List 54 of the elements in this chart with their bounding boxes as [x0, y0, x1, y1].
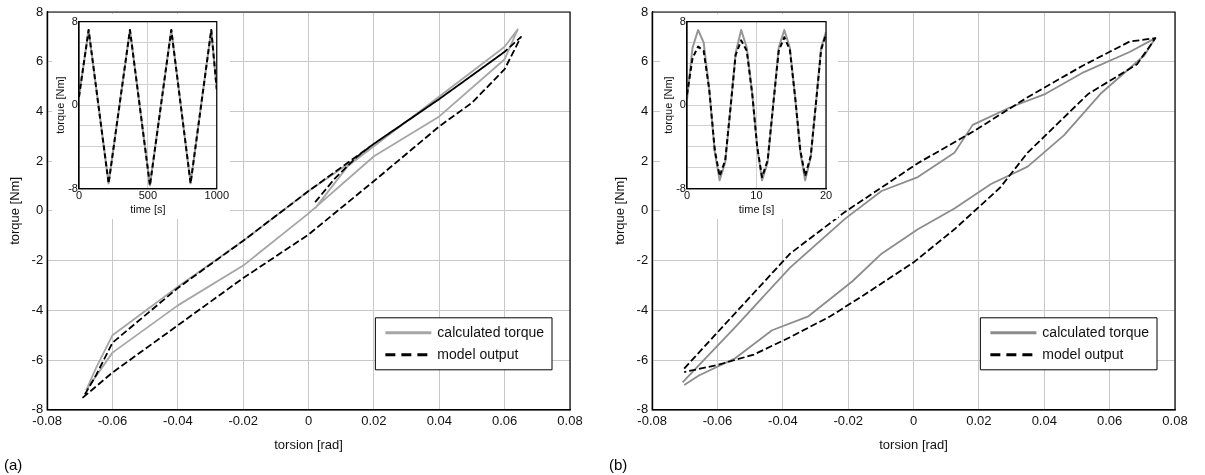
y-tick-label: 8 [679, 14, 686, 27]
y-tick-label: 2 [640, 152, 649, 168]
y-axis-title: torque [Nm] [53, 76, 66, 134]
x-tick-label: -0.06 [702, 413, 733, 429]
x-tick-label: 0.02 [361, 413, 387, 429]
y-tick-label: 0 [35, 202, 44, 218]
x-tick-label: 0.04 [426, 413, 452, 429]
y-tick-label: 0 [679, 98, 686, 111]
x-tick-label: -0.02 [228, 413, 259, 429]
x-tick-label: 0.06 [491, 413, 518, 429]
legend-label: model output [1042, 345, 1124, 362]
y-tick-label: 8 [35, 3, 44, 19]
y-tick-label: -2 [636, 252, 649, 268]
y-axis-title: torque [Nm] [612, 176, 628, 245]
x-axis-title: torsion [rad] [879, 436, 948, 452]
y-tick-label: -4 [31, 301, 44, 317]
y-tick-label: 6 [35, 53, 44, 69]
legend-label: calculated torque [437, 323, 545, 340]
x-tick-label: -0.04 [163, 413, 193, 429]
y-tick-label: -6 [31, 351, 44, 367]
y-tick-label: 0 [71, 98, 78, 111]
text: (a) [4, 455, 23, 473]
x-tick-label: -0.04 [768, 413, 798, 429]
x-tick-label: 0 [304, 413, 313, 429]
y-tick-label: 2 [35, 152, 44, 168]
y-tick-label: 8 [71, 14, 78, 27]
x-tick-label: 0 [909, 413, 918, 429]
y-axis-title: torque [Nm] [7, 176, 23, 245]
y-tick-label: 0 [640, 202, 649, 218]
y-tick-label: -2 [31, 252, 44, 268]
text: (b) [609, 455, 628, 473]
x-axis-title: time [s] [130, 203, 166, 216]
x-tick-label: 1000 [204, 189, 230, 202]
y-axis-title: torque [Nm] [661, 76, 674, 134]
x-tick-label: 500 [138, 189, 158, 202]
x-tick-label: 0.06 [1096, 413, 1123, 429]
x-tick-label: 0.08 [557, 413, 583, 429]
y-tick-label: -4 [636, 301, 649, 317]
legend-label: model output [437, 345, 519, 362]
x-tick-label: 10 [750, 189, 763, 202]
x-tick-label: -0.06 [97, 413, 128, 429]
y-tick-label: -6 [636, 351, 649, 367]
x-axis-title: time [s] [738, 203, 775, 216]
x-tick-label: 20 [819, 189, 833, 202]
x-tick-label: 0.08 [1162, 413, 1188, 429]
y-tick-label: 6 [640, 53, 649, 69]
y-tick-label: 4 [640, 103, 649, 119]
x-tick-label: 0.02 [966, 413, 992, 429]
y-tick-label: 4 [35, 103, 44, 119]
legend-label: calculated torque [1042, 323, 1150, 340]
x-tick-label: -0.02 [833, 413, 864, 429]
x-tick-label: 0.04 [1031, 413, 1057, 429]
x-axis-title: torsion [rad] [274, 436, 343, 452]
y-tick-label: 8 [640, 3, 649, 19]
